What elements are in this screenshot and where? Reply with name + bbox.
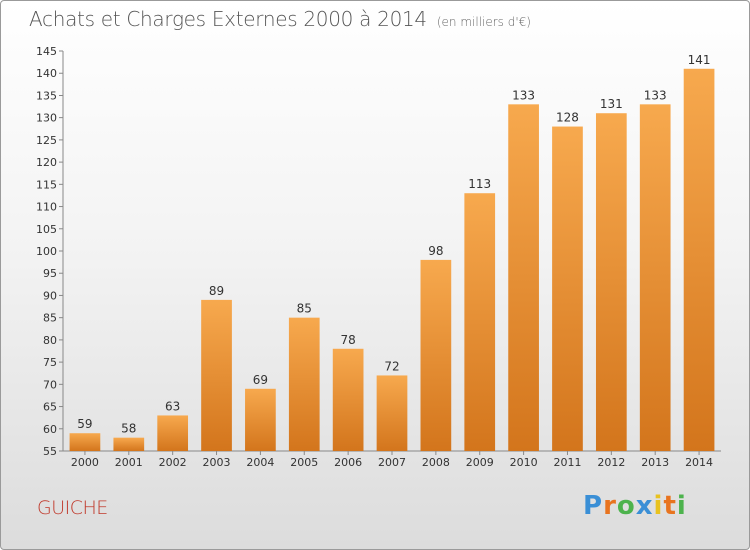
y-tick-label: 110 bbox=[36, 201, 57, 214]
bar-2005 bbox=[288, 317, 320, 451]
commune-name: GUICHE bbox=[37, 497, 108, 519]
bar-2012 bbox=[595, 113, 627, 451]
x-tick-label-2001: 2001 bbox=[115, 456, 143, 469]
bar-2007 bbox=[376, 375, 408, 451]
y-tick-label: 60 bbox=[43, 423, 57, 436]
y-tick-label: 100 bbox=[36, 245, 57, 258]
y-tick-label: 85 bbox=[43, 312, 57, 325]
data-label-2005: 85 bbox=[297, 302, 312, 316]
y-tick-label: 115 bbox=[36, 178, 57, 191]
x-tick-label-2010: 2010 bbox=[510, 456, 538, 469]
x-tick-label-2008: 2008 bbox=[422, 456, 450, 469]
data-label-2004: 69 bbox=[253, 373, 268, 387]
data-label-2000: 59 bbox=[77, 417, 92, 431]
x-tick-label-2013: 2013 bbox=[641, 456, 669, 469]
bar-layer bbox=[69, 68, 715, 452]
y-tick-label: 70 bbox=[43, 378, 57, 391]
x-tick-label-2007: 2007 bbox=[378, 456, 406, 469]
data-label-2011: 128 bbox=[556, 111, 579, 125]
bar-2000 bbox=[69, 433, 101, 451]
data-label-2014: 141 bbox=[688, 53, 711, 67]
bar-2003 bbox=[201, 299, 232, 451]
y-tick-label: 95 bbox=[43, 267, 57, 280]
data-label-2010: 133 bbox=[512, 88, 535, 102]
y-tick-label: 130 bbox=[36, 112, 57, 125]
x-tick-label-2012: 2012 bbox=[597, 456, 625, 469]
y-tick-label: 80 bbox=[43, 334, 57, 347]
logo-letter-4: x bbox=[635, 491, 654, 521]
logo-letter-5: i bbox=[653, 491, 664, 521]
y-tick-label: 75 bbox=[43, 356, 57, 369]
proxiti-logo: Proxiti bbox=[583, 491, 687, 521]
logo-letter-7: i bbox=[676, 491, 687, 521]
data-label-2002: 63 bbox=[165, 399, 180, 413]
x-tick-label-2006: 2006 bbox=[334, 456, 362, 469]
x-tick-label-2005: 2005 bbox=[290, 456, 318, 469]
y-tick-label: 140 bbox=[36, 67, 57, 80]
data-label-2006: 78 bbox=[340, 333, 355, 347]
bar-2002 bbox=[157, 415, 189, 451]
logo-letter-3: o bbox=[616, 491, 636, 521]
logo-letter-2: r bbox=[603, 491, 617, 521]
x-tick-label-2004: 2004 bbox=[246, 456, 274, 469]
logo-letter-1: P bbox=[583, 491, 604, 521]
chart-title: Achats et Charges Externes 2000 à 2014 bbox=[29, 7, 427, 31]
data-label-2003: 89 bbox=[209, 284, 224, 298]
data-label-2007: 72 bbox=[384, 359, 399, 373]
data-label-2013: 133 bbox=[644, 88, 667, 102]
x-tick-label-2000: 2000 bbox=[71, 456, 99, 469]
y-tick-label: 145 bbox=[36, 45, 57, 58]
chart-title-block: Achats et Charges Externes 2000 à 2014 (e… bbox=[29, 7, 531, 31]
x-tick-label-2002: 2002 bbox=[159, 456, 187, 469]
x-tick-label-2003: 2003 bbox=[203, 456, 231, 469]
axis-layer: 55 60 65 70 75 80 85 90 95 100 105 110 115 120 125 130 1… bbox=[36, 45, 721, 469]
bar-2009 bbox=[464, 193, 496, 451]
y-tick-label: 90 bbox=[43, 289, 57, 302]
bar-2013 bbox=[639, 104, 671, 451]
bar-2004 bbox=[245, 388, 276, 451]
data-label-2008: 98 bbox=[428, 244, 443, 258]
chart-subtitle: (en milliers d'€) bbox=[436, 15, 531, 29]
bar-2008 bbox=[420, 259, 452, 451]
y-tick-label: 125 bbox=[36, 134, 57, 147]
data-label-2012: 131 bbox=[600, 97, 623, 111]
bar-2001 bbox=[113, 437, 145, 451]
x-tick-label-2009: 2009 bbox=[466, 456, 494, 469]
x-tick-label-2011: 2011 bbox=[553, 456, 581, 469]
x-tick-label-2014: 2014 bbox=[685, 456, 713, 469]
bar-2014 bbox=[683, 68, 715, 452]
y-tick-label: 55 bbox=[43, 445, 57, 458]
bar-2006 bbox=[332, 348, 364, 451]
y-tick-label: 135 bbox=[36, 89, 57, 102]
bar-2011 bbox=[552, 126, 583, 452]
data-label-2009: 113 bbox=[468, 177, 491, 191]
label-layer: 59 58 63 89 69 85 78 72 98 113 133 128 131 133 141 bbox=[77, 53, 710, 436]
y-tick-label: 65 bbox=[43, 401, 57, 414]
y-tick-label: 120 bbox=[36, 156, 57, 169]
data-label-2001: 58 bbox=[121, 422, 136, 436]
logo-letter-6: t bbox=[663, 491, 677, 521]
y-tick-label: 105 bbox=[36, 223, 57, 236]
bar-2010 bbox=[508, 104, 539, 451]
